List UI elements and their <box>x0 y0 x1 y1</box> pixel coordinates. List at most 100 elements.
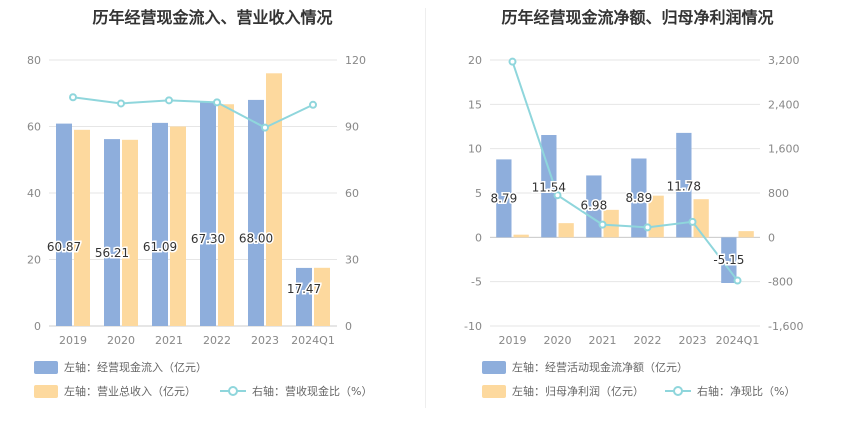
chart-title: 历年经营现金流入、营业收入情况 <box>92 8 333 27</box>
bar <box>74 129 90 326</box>
chart-title: 历年经营现金流净额、归母净利润情况 <box>501 8 774 27</box>
line-point <box>553 191 562 200</box>
y-left-tick-label: 40 <box>27 187 41 200</box>
legend-swatch <box>220 384 246 398</box>
y-left-tick-label: 0 <box>475 231 482 244</box>
line-point <box>69 93 77 102</box>
data-label: 6.98 <box>580 198 607 212</box>
bar <box>721 237 737 283</box>
x-tick-label: 2021 <box>155 334 183 347</box>
y-left-tick-label: -5 <box>471 276 482 289</box>
legend-label: 左轴：经营活动现金流净额（亿元） <box>512 361 688 374</box>
bar <box>152 122 168 326</box>
bar <box>170 126 186 326</box>
chart-plot: 0 20 40 60 80 0 30 60 90 120 2019 2020 2021 2022 2023 2… <box>27 54 366 347</box>
data-label: 8.89 <box>625 191 652 205</box>
x-tick-label: 2019 <box>59 334 87 347</box>
line-point <box>117 99 125 108</box>
bar <box>248 99 264 327</box>
legend-label: 左轴：归母净利润（亿元） <box>512 385 644 398</box>
y-right-tick-label: 1,600 <box>768 143 800 156</box>
legend-item[interactable]: 左轴：归母净利润（亿元） <box>482 383 644 399</box>
legend-item[interactable]: 右轴：净现比（%） <box>665 383 795 399</box>
x-tick-label: 2020 <box>544 334 572 347</box>
bar <box>56 123 72 327</box>
legend-item[interactable]: 左轴：经营现金流入（亿元） <box>34 359 207 375</box>
bar <box>122 139 138 326</box>
legend-item[interactable]: 左轴：营业总收入（亿元） <box>34 383 196 399</box>
data-label: 68.00 <box>239 231 273 245</box>
x-tick-label: 2022 <box>634 334 662 347</box>
x-tick-label: 2024Q1 <box>716 334 760 347</box>
y-right-tick-label: 30 <box>345 254 359 267</box>
x-tick-label: 2020 <box>107 334 135 347</box>
legend-swatch <box>665 384 691 398</box>
data-label: 11.78 <box>667 179 701 193</box>
y-right-tick-label: 120 <box>345 54 366 67</box>
x-tick-label: 2023 <box>251 334 279 347</box>
legend-swatch <box>34 384 58 398</box>
bar <box>558 223 574 238</box>
panel-divider <box>425 8 426 408</box>
y-left-tick-label: 0 <box>34 320 41 333</box>
x-tick-label: 2021 <box>589 334 617 347</box>
legend-item[interactable]: 右轴：营收现金比（%） <box>220 383 372 399</box>
y-left-tick-label: 20 <box>27 254 41 267</box>
y-right-tick-label: 90 <box>345 121 359 134</box>
bar <box>266 73 282 326</box>
line-point <box>261 123 269 132</box>
x-tick-label: 2024Q1 <box>291 334 335 347</box>
bar <box>218 104 234 326</box>
y-right-tick-label: 3,200 <box>768 54 800 67</box>
x-tick-label: 2019 <box>499 334 527 347</box>
y-right-tick-label: -800 <box>768 276 793 289</box>
legend-swatch <box>34 360 58 374</box>
data-label: 60.87 <box>47 240 81 254</box>
bar <box>104 139 120 326</box>
y-left-tick-label: 15 <box>468 98 482 111</box>
data-label: 8.79 <box>490 191 517 205</box>
chart-panel-net-cash: 历年经营现金流净额、归母净利润情况 -10 -5 0 5 10 15 20 -1,600 -80… <box>425 0 850 437</box>
series-line <box>511 61 739 282</box>
data-label: -5.15 <box>713 253 744 267</box>
legend-item[interactable]: 左轴：经营活动现金流净额（亿元） <box>482 359 688 375</box>
y-left-tick-label: 80 <box>27 54 41 67</box>
line-point <box>309 100 317 109</box>
chart-panel-cash-inflow: 历年经营现金流入、营业收入情况 0 20 40 60 80 0 30 60 90 120 2019 2… <box>27 8 372 399</box>
legend-label: 右轴：净现比（%） <box>697 385 796 398</box>
x-tick-label: 2022 <box>203 334 231 347</box>
data-label: 17.47 <box>287 282 321 296</box>
y-right-tick-label: 800 <box>768 187 789 200</box>
bar <box>603 209 619 238</box>
chart-plot: -10 -5 0 5 10 15 20 -1,600 -800 0 800 1,600 2,400 3,2… <box>464 54 803 347</box>
legend-swatch <box>482 360 506 374</box>
data-label: 61.09 <box>143 240 177 254</box>
bar <box>314 267 330 326</box>
y-right-tick-label: 60 <box>345 187 359 200</box>
bar <box>296 267 312 326</box>
bar <box>738 231 754 238</box>
y-left-tick-label: 20 <box>468 54 482 67</box>
legend-label: 右轴：营收现金比（%） <box>252 385 373 398</box>
y-right-tick-label: 2,400 <box>768 98 800 111</box>
y-left-tick-label: -10 <box>464 320 482 333</box>
line-point <box>643 223 652 232</box>
bar <box>631 158 647 238</box>
line-point <box>165 96 173 105</box>
data-label: 56.21 <box>95 246 129 260</box>
series-line <box>72 96 314 129</box>
line-point <box>213 98 221 107</box>
legend-label: 左轴：经营现金流入（亿元） <box>64 361 207 374</box>
legend-label: 左轴：营业总收入（亿元） <box>64 385 196 398</box>
y-left-tick-label: 5 <box>475 187 482 200</box>
bar <box>496 159 512 238</box>
line-point <box>688 217 697 226</box>
y-right-tick-label: -1,600 <box>768 320 803 333</box>
bar <box>676 132 692 238</box>
data-label: 67.30 <box>191 232 225 246</box>
line-point <box>733 276 742 285</box>
bar <box>513 234 529 238</box>
legend-swatch <box>482 384 506 398</box>
y-right-tick-label: 0 <box>768 231 775 244</box>
line-point <box>508 57 517 66</box>
